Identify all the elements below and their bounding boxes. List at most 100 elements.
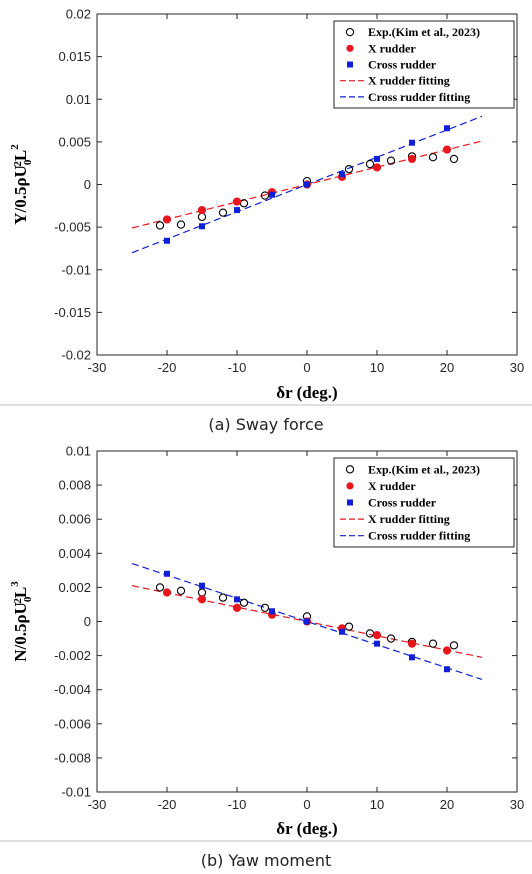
- cross-rudder-point: [339, 628, 345, 635]
- x-tick-label: 0: [303, 360, 310, 375]
- legend-exp-icon: [345, 27, 355, 37]
- legend-label: Cross rudder: [368, 496, 437, 510]
- x-tick-label: -30: [88, 360, 107, 375]
- exp-data-point: [365, 159, 375, 169]
- y-tick-label: 0.005: [58, 134, 91, 149]
- figure-caption: (a) Sway force: [208, 415, 323, 434]
- x-rudder-point: [372, 631, 382, 640]
- exp-data-point: [176, 586, 186, 595]
- y-tick-label: 0: [84, 177, 91, 192]
- exp-data-point: [428, 639, 438, 648]
- cross-rudder-point: [164, 570, 170, 577]
- x-rudder-point: [162, 215, 172, 224]
- cross-rudder-point: [444, 666, 450, 673]
- x-rudder-point: [407, 154, 417, 164]
- x-rudder-point: [162, 588, 172, 597]
- legend-label: X rudder: [368, 479, 416, 493]
- cross-rudder-point: [409, 654, 415, 661]
- y-axis-label-part: 2: [12, 161, 24, 167]
- x-rudder-point: [442, 646, 452, 655]
- cross-rudder-point: [444, 125, 450, 132]
- cross-rudder-point: [269, 608, 275, 615]
- y-tick-label: -0.005: [54, 220, 91, 235]
- x-rudder-point: [407, 639, 417, 648]
- y-tick-label: 0.01: [66, 92, 91, 107]
- x-rudder-point: [442, 145, 452, 154]
- y-tick-label: -0.004: [54, 682, 91, 697]
- legend-label: Exp.(Kim et al., 2023): [368, 462, 480, 476]
- legend-box: [333, 457, 515, 548]
- chart-yaw-moment: -30 -20 -10 0 10 20 30-0.01-0.008-0.006-0.004-…: [9, 444, 524, 839]
- figure-caption: (b) Yaw moment: [201, 851, 332, 870]
- legend-label: X rudder fitting: [368, 512, 450, 526]
- fit-line-cross-rudder: [131, 562, 483, 681]
- y-tick-label: 0.015: [58, 49, 91, 64]
- x-tick-label: -20: [158, 797, 177, 812]
- y-tick-label: -0.002: [54, 648, 91, 663]
- x-rudder-point: [232, 603, 242, 612]
- cross-rudder-point: [234, 207, 240, 214]
- cross-rudder-point: [374, 640, 380, 647]
- x-tick-label: -10: [228, 797, 247, 812]
- exp-data-point: [155, 583, 165, 592]
- x-tick-label: 30: [510, 360, 524, 375]
- legend-exp-icon: [345, 465, 355, 474]
- x-tick-label: 10: [370, 360, 384, 375]
- legend-x-rudder-icon: [346, 44, 354, 52]
- exp-data-point: [218, 208, 228, 217]
- x-rudder-point: [372, 163, 382, 172]
- y-tick-label: 0.004: [58, 546, 91, 561]
- x-rudder-point: [197, 595, 207, 604]
- y-axis-label-part: 0: [22, 596, 34, 602]
- exp-data-point: [386, 634, 396, 643]
- legend-label: X rudder: [368, 41, 416, 55]
- y-tick-label: -0.015: [54, 305, 91, 320]
- y-axis-label: Y/0.5ρU02L2: [9, 144, 34, 225]
- cross-rudder-point: [304, 618, 310, 625]
- y-tick-label: 0.006: [58, 512, 91, 527]
- y-axis-label-part: L: [11, 150, 30, 161]
- cross-rudder-point: [269, 191, 275, 198]
- y-axis-label-part: 3: [9, 581, 21, 587]
- y-axis-label-part: N/0.5ρU: [11, 602, 30, 662]
- legend-box: [333, 20, 515, 109]
- cross-rudder-point: [199, 582, 205, 589]
- legend-cross-rudder-icon: [347, 61, 353, 68]
- exp-data-point: [449, 154, 459, 164]
- cross-rudder-point: [339, 171, 345, 178]
- cross-rudder-point: [199, 223, 205, 230]
- legend-cross-rudder-icon: [347, 499, 353, 506]
- legend-label: Cross rudder fitting: [368, 90, 470, 104]
- exp-data-point: [260, 191, 270, 200]
- exp-data-point: [218, 593, 228, 602]
- y-tick-label: -0.006: [54, 716, 91, 731]
- exp-data-point: [260, 603, 270, 613]
- y-tick-label: 0: [84, 614, 91, 629]
- y-tick-label: -0.008: [54, 750, 91, 765]
- cross-rudder-point: [304, 181, 310, 188]
- exp-data-point: [239, 598, 249, 607]
- legend-label: Cross rudder: [368, 58, 437, 72]
- y-tick-label: 0.01: [66, 444, 91, 459]
- legend-x-rudder-icon: [346, 482, 354, 490]
- y-axis-label-part: 2: [12, 598, 24, 604]
- y-tick-label: -0.02: [61, 348, 91, 363]
- y-tick-label: -0.01: [61, 262, 91, 277]
- exp-data-point: [344, 165, 354, 174]
- x-tick-label: -20: [158, 360, 177, 375]
- exp-data-point: [386, 156, 396, 165]
- x-tick-label: 30: [510, 797, 524, 812]
- y-tick-label: -0.01: [61, 785, 91, 800]
- cross-rudder-point: [409, 139, 415, 146]
- y-tick-label: 0.002: [58, 580, 91, 595]
- x-axis-label: δr (deg.): [276, 383, 337, 402]
- exp-data-point: [449, 641, 459, 650]
- x-rudder-point: [232, 197, 242, 206]
- y-axis-label-part: Y/0.5ρU: [11, 165, 30, 225]
- exp-data-point: [176, 220, 186, 229]
- legend-label: Cross rudder fitting: [368, 529, 470, 543]
- legend-label: Exp.(Kim et al., 2023): [368, 25, 480, 39]
- exp-data-point: [155, 221, 165, 230]
- cross-rudder-point: [164, 237, 170, 244]
